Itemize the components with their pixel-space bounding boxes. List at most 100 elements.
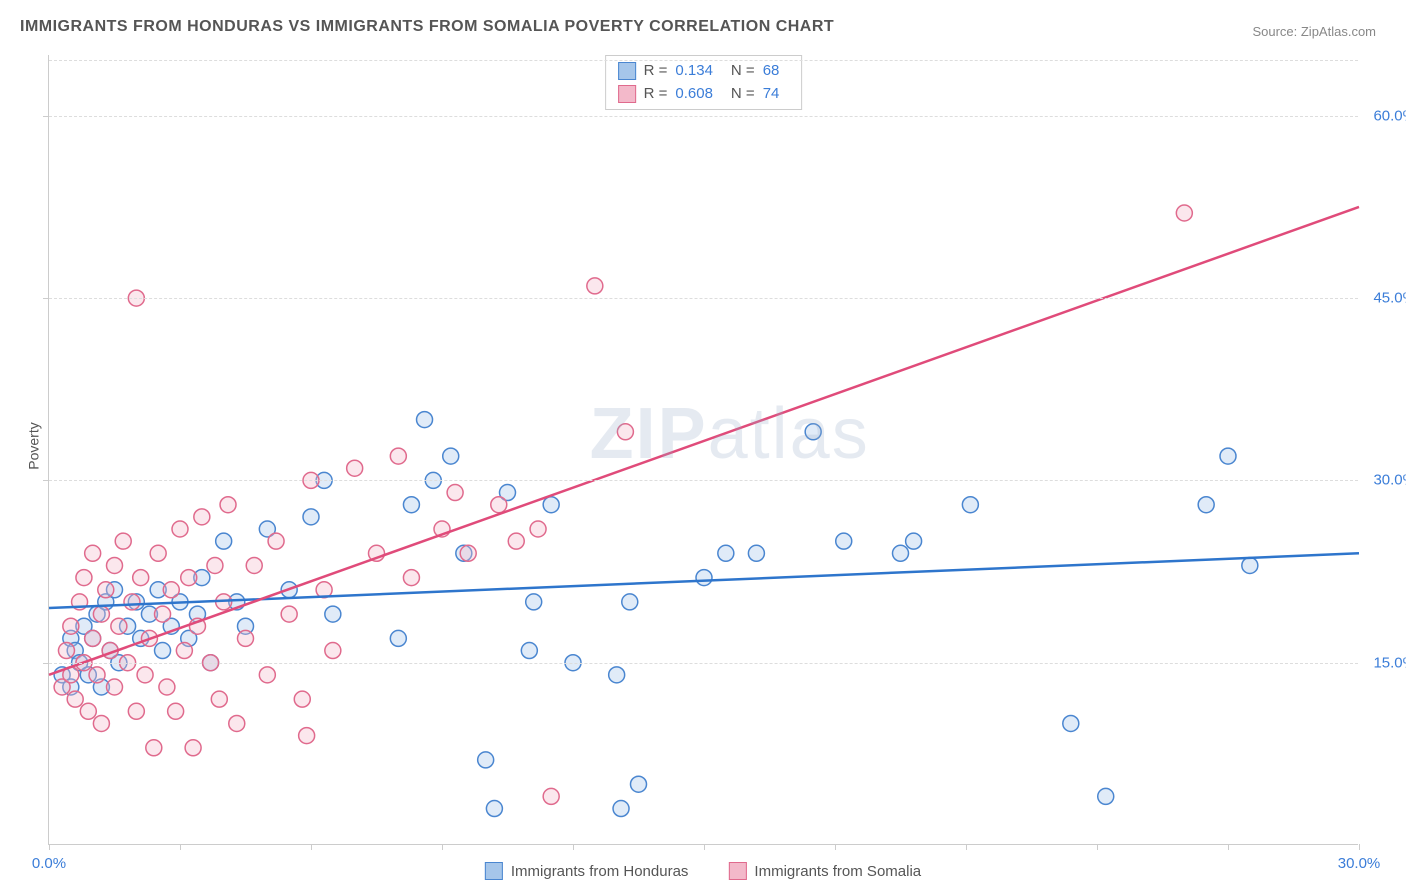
- data-point: [508, 533, 524, 549]
- data-point: [609, 667, 625, 683]
- data-point: [67, 691, 83, 707]
- data-point: [325, 643, 341, 659]
- r-value: 0.134: [675, 60, 713, 83]
- y-axis-label: Poverty: [26, 422, 42, 469]
- data-point: [1098, 788, 1114, 804]
- n-value: 74: [763, 83, 780, 106]
- data-point: [486, 801, 502, 817]
- data-point: [107, 557, 123, 573]
- x-tick: [180, 844, 181, 850]
- x-tick-label: 0.0%: [32, 855, 66, 872]
- data-point: [1220, 448, 1236, 464]
- y-tick-label: 15.0%: [1373, 654, 1406, 671]
- data-point: [211, 691, 227, 707]
- n-value: 68: [763, 60, 780, 83]
- data-point: [128, 703, 144, 719]
- n-label: N =: [731, 83, 755, 106]
- data-point: [1198, 497, 1214, 513]
- legend-label: Immigrants from Somalia: [754, 863, 921, 880]
- data-point: [613, 801, 629, 817]
- data-point: [85, 630, 101, 646]
- data-point: [1242, 557, 1258, 573]
- trend-line: [49, 553, 1359, 608]
- data-point: [216, 533, 232, 549]
- data-point: [622, 594, 638, 610]
- data-point: [617, 424, 633, 440]
- trend-line: [49, 207, 1359, 675]
- data-point: [521, 643, 537, 659]
- data-point: [1176, 205, 1192, 221]
- chart-title: IMMIGRANTS FROM HONDURAS VS IMMIGRANTS F…: [20, 18, 834, 36]
- x-tick: [835, 844, 836, 850]
- y-tick: [43, 116, 49, 117]
- legend-swatch: [728, 862, 746, 880]
- x-tick: [704, 844, 705, 850]
- data-point: [220, 497, 236, 513]
- data-point: [347, 460, 363, 476]
- x-tick: [311, 844, 312, 850]
- data-point: [390, 630, 406, 646]
- series-swatch: [618, 62, 636, 80]
- data-point: [268, 533, 284, 549]
- data-point: [194, 509, 210, 525]
- legend-swatch: [485, 862, 503, 880]
- data-point: [124, 594, 140, 610]
- data-point: [259, 667, 275, 683]
- data-point: [325, 606, 341, 622]
- y-tick: [43, 663, 49, 664]
- data-point: [137, 667, 153, 683]
- data-point: [417, 412, 433, 428]
- data-point: [893, 545, 909, 561]
- x-tick: [966, 844, 967, 850]
- x-tick: [1228, 844, 1229, 850]
- data-point: [906, 533, 922, 549]
- r-label: R =: [644, 60, 668, 83]
- x-tick-label: 30.0%: [1338, 855, 1381, 872]
- data-point: [718, 545, 734, 561]
- data-point: [281, 606, 297, 622]
- data-point: [246, 557, 262, 573]
- data-point: [491, 497, 507, 513]
- data-point: [172, 521, 188, 537]
- data-point: [58, 643, 74, 659]
- data-point: [836, 533, 852, 549]
- data-point: [748, 545, 764, 561]
- y-tick-label: 45.0%: [1373, 290, 1406, 307]
- n-label: N =: [731, 60, 755, 83]
- chart-container: IMMIGRANTS FROM HONDURAS VS IMMIGRANTS F…: [0, 0, 1406, 892]
- data-point: [159, 679, 175, 695]
- y-tick: [43, 298, 49, 299]
- data-point: [460, 545, 476, 561]
- data-point: [185, 740, 201, 756]
- data-point: [447, 485, 463, 501]
- data-point: [390, 448, 406, 464]
- stats-row: R = 0.134 N = 68: [618, 60, 790, 83]
- data-point: [85, 545, 101, 561]
- data-point: [696, 570, 712, 586]
- data-point: [155, 643, 171, 659]
- grid-line: [49, 663, 1358, 664]
- data-point: [543, 788, 559, 804]
- legend-label: Immigrants from Honduras: [511, 863, 689, 880]
- data-point: [1063, 715, 1079, 731]
- data-point: [163, 582, 179, 598]
- y-tick-label: 60.0%: [1373, 107, 1406, 124]
- data-point: [176, 643, 192, 659]
- y-tick-label: 30.0%: [1373, 472, 1406, 489]
- x-tick: [49, 844, 50, 850]
- data-point: [89, 667, 105, 683]
- data-point: [93, 606, 109, 622]
- data-point: [805, 424, 821, 440]
- data-point: [155, 606, 171, 622]
- data-point: [111, 618, 127, 634]
- data-point: [526, 594, 542, 610]
- data-point: [181, 570, 197, 586]
- x-tick: [1097, 844, 1098, 850]
- y-tick: [43, 480, 49, 481]
- legend-item: Immigrants from Honduras: [485, 862, 689, 880]
- data-point: [962, 497, 978, 513]
- legend-item: Immigrants from Somalia: [728, 862, 921, 880]
- data-point: [150, 545, 166, 561]
- stats-box: R =0.134N =68R =0.608N =74: [605, 55, 803, 110]
- x-tick: [573, 844, 574, 850]
